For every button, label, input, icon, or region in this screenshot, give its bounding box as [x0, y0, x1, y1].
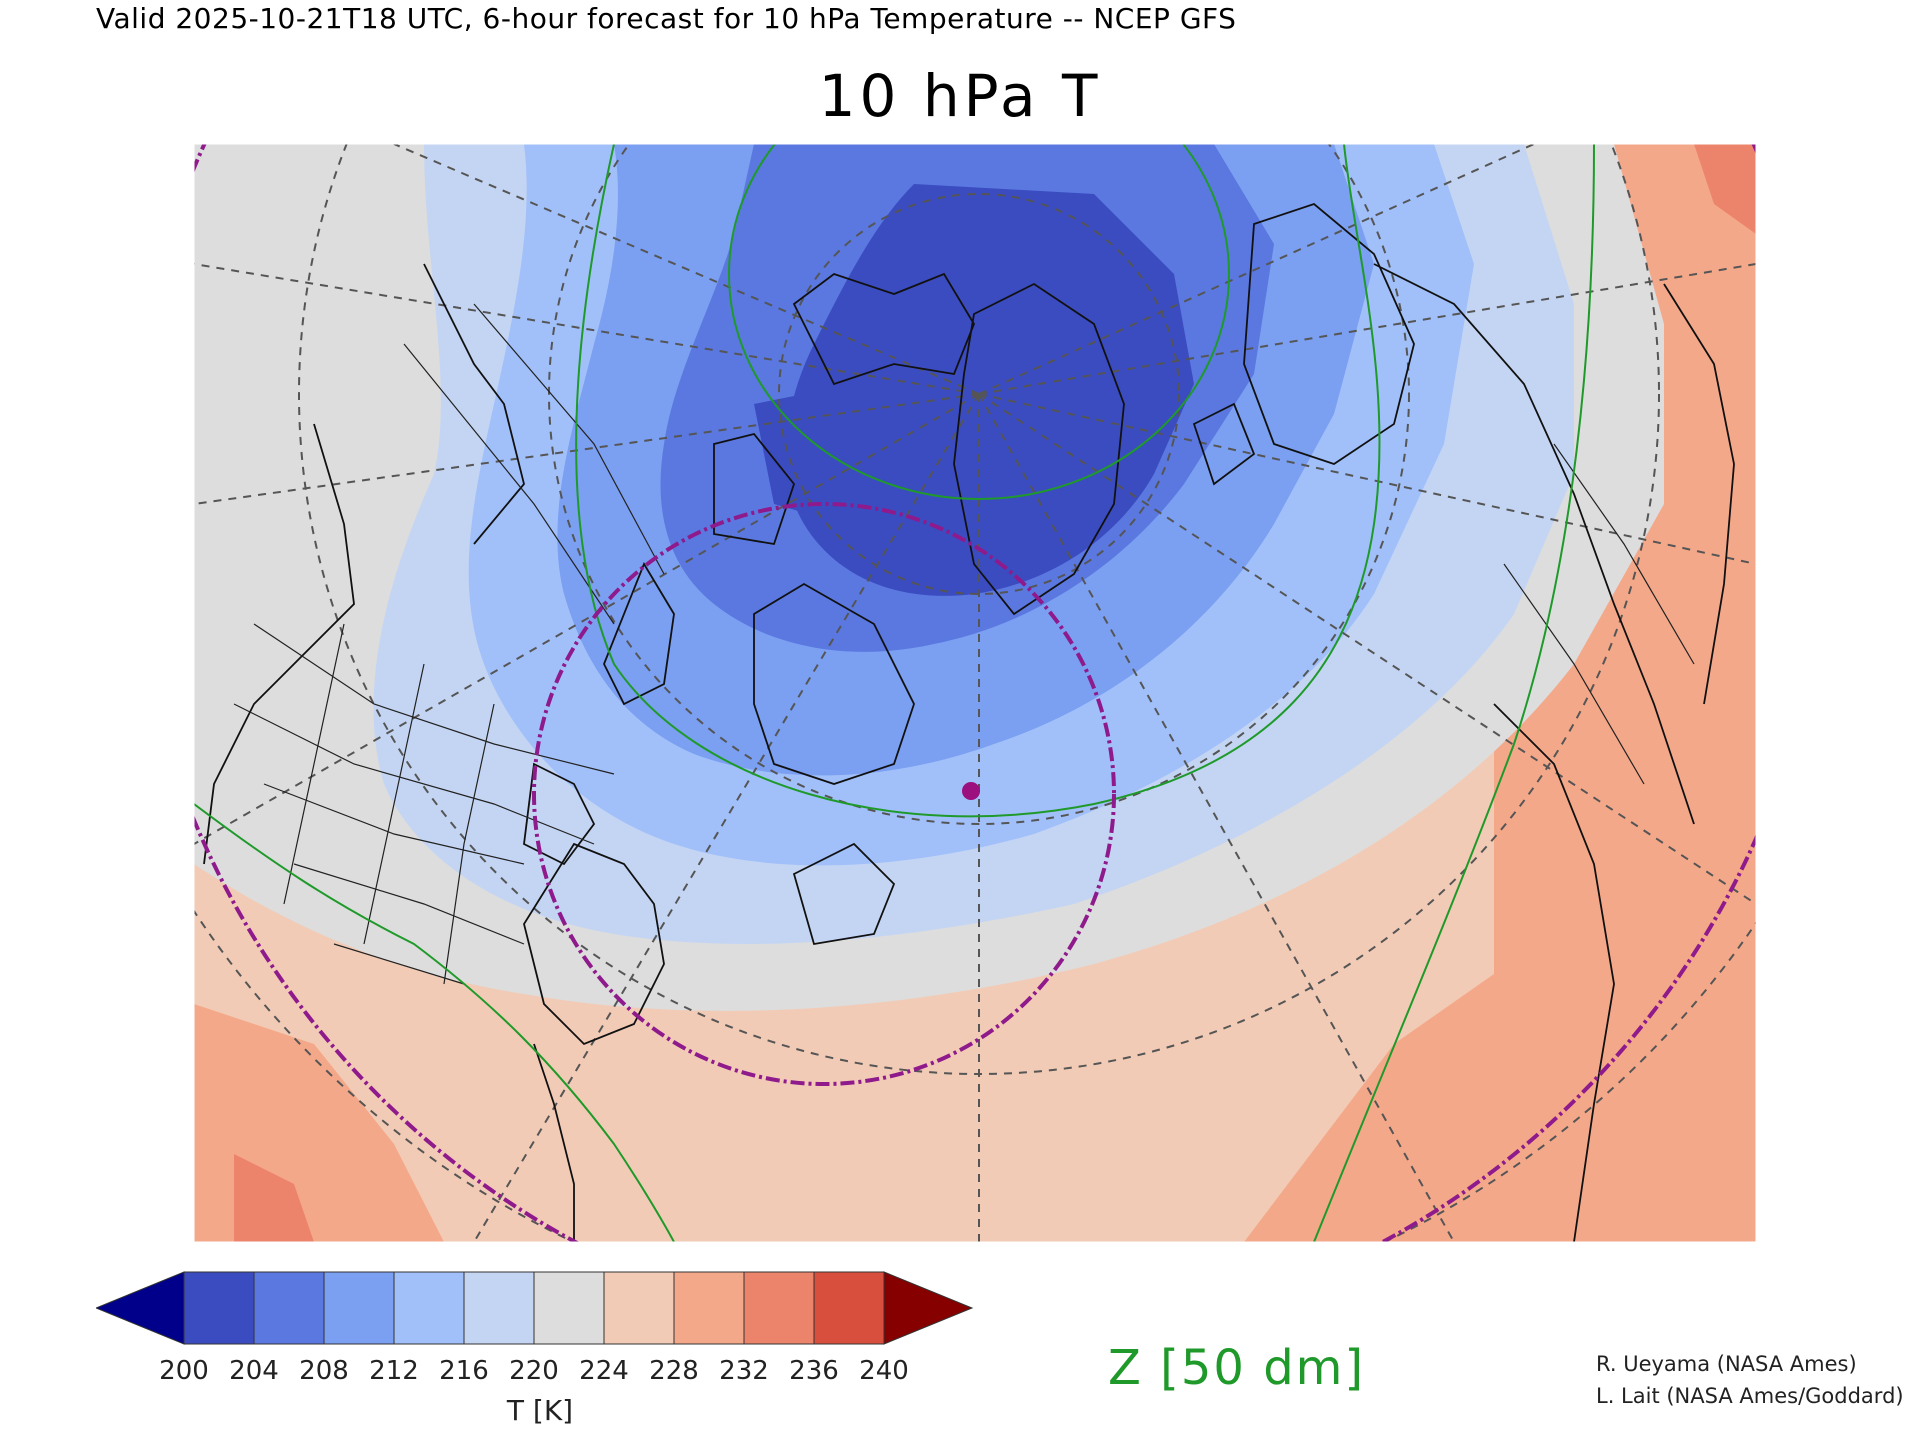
colorbar-tick-label: 200 [159, 1356, 209, 1386]
hot-patch-left [234, 1154, 314, 1242]
deep-blue-region [785, 184, 1194, 596]
colorbar-tick-label: 220 [509, 1356, 559, 1386]
colorbar-swatch [463, 1271, 535, 1345]
colorbar-tick-label: 240 [859, 1356, 909, 1386]
colorbar-tick-label: 228 [649, 1356, 699, 1386]
colorbar-swatch [603, 1271, 675, 1345]
colorbar-tick-label: 216 [439, 1356, 489, 1386]
contour-key: Z [50 dm] [1108, 1340, 1366, 1396]
colorbar-swatch [813, 1271, 885, 1345]
colorbar-swatch [673, 1271, 745, 1345]
colorbar-swatch [743, 1271, 815, 1345]
colorbar-swatch [393, 1271, 465, 1345]
colorbar-units: T [K] [506, 1394, 574, 1427]
location-marker [962, 782, 980, 800]
geopotential-contours [194, 144, 1595, 1242]
colorbar-tick-label: 212 [369, 1356, 419, 1386]
hot-patch-right [1694, 144, 1756, 234]
map-title: 10 hPa T [818, 62, 1102, 130]
borders [233, 303, 1695, 985]
colorbar-tick-label: 224 [579, 1356, 629, 1386]
dashdot-circles [194, 144, 1756, 1242]
colorbar-tick-label: 204 [229, 1356, 279, 1386]
colorbar-tick-label: 236 [789, 1356, 839, 1386]
temperature-map [194, 144, 1756, 1242]
credit-line-2: L. Lait (NASA Ames/Goddard) [1596, 1384, 1904, 1408]
colorbar-tick-label: 232 [719, 1356, 769, 1386]
warm-band-bottom-right [1244, 844, 1756, 1242]
colorbar-swatch [323, 1271, 395, 1345]
colorbar-arrow-high [883, 1271, 974, 1345]
coastlines [203, 202, 1735, 1242]
colorbar-tick-label: 208 [299, 1356, 349, 1386]
valid-time-caption: Valid 2025-10-21T18 UTC, 6-hour forecast… [96, 2, 1237, 35]
colorbar-swatch [533, 1271, 605, 1345]
graticule [194, 144, 1756, 1242]
colorbar-swatch [183, 1271, 255, 1345]
colorbar [94, 1268, 976, 1352]
credit-line-1: R. Ueyama (NASA Ames) [1596, 1352, 1857, 1376]
colorbar-swatch [253, 1271, 325, 1345]
colorbar-arrow-low [94, 1271, 185, 1345]
